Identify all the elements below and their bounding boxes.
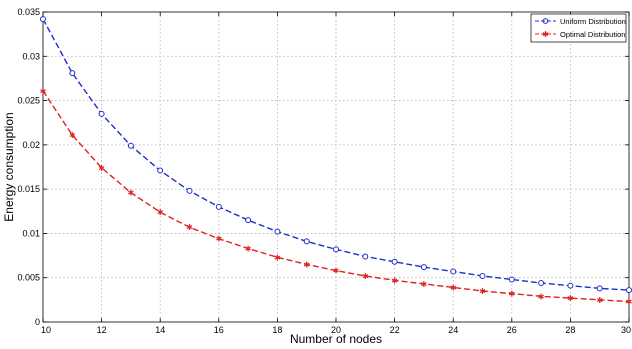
data-point: ✱ (538, 292, 545, 301)
data-point: ✱ (128, 189, 135, 198)
legend-label-uniform: Uniform Distribution (560, 17, 626, 26)
x-tick-label: 14 (155, 325, 165, 335)
legend-marker-uniform (542, 18, 549, 24)
data-point: ✱ (421, 280, 428, 289)
x-tick-label: 16 (214, 325, 224, 335)
data-point: ✱ (596, 296, 603, 305)
data-point: ✱ (215, 235, 222, 244)
x-tick-label: 12 (97, 325, 107, 335)
data-point: ✱ (391, 276, 398, 285)
data-point: ✱ (479, 287, 486, 296)
data-point (303, 238, 310, 245)
data-point (245, 217, 252, 224)
data-point: ✱ (69, 131, 76, 140)
data-point (333, 246, 339, 253)
x-tick-label: 22 (390, 325, 400, 335)
legend-label-optimal: Optimal Distribution (560, 30, 625, 39)
data-point (538, 280, 545, 287)
data-point (420, 264, 427, 271)
y-tick-label: 0.015 (17, 184, 40, 194)
data-point: ✱ (186, 223, 193, 232)
data-point (40, 16, 46, 23)
x-tick-label: 30 (621, 325, 631, 335)
data-point: ✱ (157, 208, 164, 217)
x-axis-title: Number of nodes (290, 332, 382, 346)
data-point: ✱ (567, 294, 574, 303)
data-point (98, 110, 105, 117)
data-point (215, 203, 222, 210)
y-tick-label: 0.025 (17, 96, 40, 106)
data-point (596, 285, 603, 292)
data-point: ✱ (40, 87, 47, 96)
y-tick-label: 0.02 (22, 140, 40, 150)
data-point (274, 228, 281, 235)
y-tick-label: 0.035 (17, 7, 40, 17)
data-point: ✱ (508, 290, 515, 299)
x-tick-label: 20 (331, 325, 341, 335)
data-point (362, 253, 369, 260)
series-layer: ✱ ✱ ✱ ✱ ✱ ✱ ✱ ✱ ✱ ✱ ✱ ✱ ✱ ✱ ✱ ✱ ✱ ✱ ✱ ✱ ✱ (40, 16, 632, 307)
x-tick-label: 26 (507, 325, 517, 335)
x-tick-label: 10 (41, 325, 51, 335)
data-point (567, 282, 574, 289)
data-point: ✱ (362, 272, 369, 281)
legend-marker-optimal: ✱ (542, 30, 549, 39)
data-point (479, 272, 486, 279)
data-point (626, 287, 632, 294)
data-point: ✱ (626, 298, 632, 307)
data-point: ✱ (274, 253, 281, 262)
y-tick-label: 0.01 (22, 228, 40, 238)
data-point: ✱ (245, 244, 252, 253)
data-point (157, 167, 164, 174)
data-point (391, 258, 398, 265)
data-point (508, 276, 515, 283)
y-axis-title: Energy consumption (2, 112, 16, 221)
series-optimal-distribution: ✱ ✱ ✱ ✱ ✱ ✱ ✱ ✱ ✱ ✱ ✱ ✱ ✱ ✱ ✱ ✱ ✱ ✱ ✱ ✱ ✱ (40, 87, 632, 307)
series-line (42, 90, 630, 303)
data-point (127, 142, 134, 149)
x-tick-label: 28 (565, 325, 575, 335)
data-point (69, 70, 76, 77)
y-tick-label: 0.005 (17, 273, 40, 283)
data-point: ✱ (333, 267, 340, 276)
data-point (186, 187, 193, 194)
axis-ticks: 10 12 14 16 18 20 22 24 26 28 30 0 0.005 0.01 0.015 0.0… (17, 7, 631, 335)
y-tick-label: 0 (35, 317, 40, 327)
data-point (450, 268, 457, 275)
series-uniform-distribution (40, 16, 632, 294)
data-point: ✱ (450, 283, 457, 292)
x-tick-label: 18 (272, 325, 282, 335)
grid-lines (43, 12, 629, 322)
y-tick-label: 0.03 (22, 51, 40, 61)
data-point: ✱ (98, 164, 105, 173)
legend: Uniform Distribution ✱ Optimal Distribut… (530, 13, 627, 43)
x-tick-label: 24 (448, 325, 458, 335)
data-point: ✱ (303, 260, 310, 269)
